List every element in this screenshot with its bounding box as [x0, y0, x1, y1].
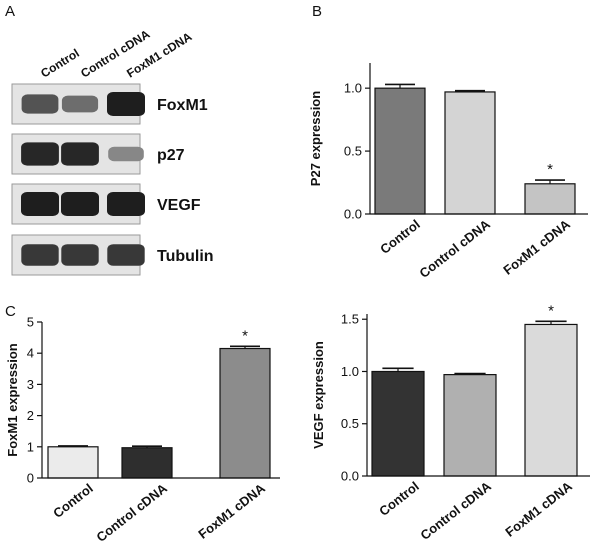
blot-strip — [11, 83, 145, 125]
blot-protein-label: FoxM1 — [157, 97, 208, 114]
bar — [444, 91, 496, 215]
x-category-label: Control — [376, 479, 422, 519]
blot-strip — [11, 183, 145, 225]
blot-band — [107, 192, 145, 216]
significance-marker: * — [242, 327, 248, 344]
blot-band — [61, 192, 99, 216]
blot-band — [61, 95, 99, 113]
bar — [443, 374, 497, 477]
bar — [121, 447, 173, 479]
blot-band — [107, 244, 145, 266]
x-category-label: Control cDNA — [417, 478, 494, 543]
y-tick-label: 1.0 — [344, 81, 362, 96]
bar — [219, 347, 271, 479]
blot-band — [61, 244, 99, 266]
y-tick-label: 1.5 — [341, 312, 359, 327]
blot-protein-label: Tubulin — [157, 248, 214, 265]
y-tick-label: 3 — [27, 377, 34, 392]
y-axis-label: P27 expression — [308, 91, 323, 186]
significance-marker: * — [548, 302, 554, 319]
y-tick-label: 0 — [27, 471, 34, 486]
bar — [524, 323, 578, 477]
y-tick-label: 0.0 — [344, 207, 362, 222]
panel-label-c: C — [5, 303, 16, 320]
blot-band — [21, 142, 59, 166]
significance-marker: * — [547, 161, 553, 178]
y-axis-label: VEGF expression — [311, 341, 326, 449]
y-tick-label: 0.0 — [341, 469, 359, 484]
panel-label-b: B — [312, 3, 323, 20]
blot-band — [21, 94, 59, 114]
blot-band — [21, 192, 59, 216]
y-tick-label: 4 — [27, 346, 34, 361]
y-axis-label: FoxM1 expression — [5, 343, 20, 456]
blot-strip — [11, 133, 144, 175]
y-tick-label: 0.5 — [344, 144, 362, 159]
blot-protein-label: VEGF — [157, 197, 201, 214]
blot-band — [21, 244, 59, 266]
y-tick-label: 5 — [27, 315, 34, 330]
bar — [374, 87, 426, 215]
y-tick-label: 2 — [27, 408, 34, 423]
blot-protein-label: p27 — [157, 147, 185, 164]
x-category-label: FoxM1 cDNA — [502, 478, 575, 540]
blot-band — [107, 92, 145, 116]
y-tick-label: 1.0 — [341, 364, 359, 379]
y-tick-label: 1 — [27, 439, 34, 454]
blot-strip — [11, 234, 145, 276]
bar — [371, 370, 425, 477]
blot-band — [61, 142, 99, 166]
blot-band — [108, 146, 144, 162]
y-tick-label: 0.5 — [341, 416, 359, 431]
panel-label-a: A — [5, 3, 16, 20]
